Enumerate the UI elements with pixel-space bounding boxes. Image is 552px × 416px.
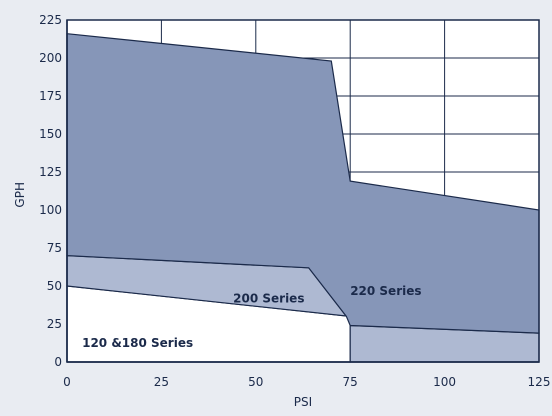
y-tick-label-4: 100 bbox=[39, 203, 62, 217]
axes bbox=[66, 19, 540, 363]
y-tick-label-6: 150 bbox=[39, 127, 62, 141]
y-tick-label-2: 50 bbox=[47, 279, 62, 293]
series-label-1: 200 Series bbox=[233, 292, 304, 306]
y-axis-label: GPH bbox=[13, 182, 27, 208]
y-tick-label-9: 225 bbox=[39, 13, 62, 27]
series-label-2: 220 Series bbox=[350, 284, 421, 298]
x-tick-label-2: 50 bbox=[248, 375, 263, 389]
y-tick-label-0: 0 bbox=[54, 355, 62, 369]
series-region-2 bbox=[66, 33, 540, 334]
x-tick-label-3: 75 bbox=[343, 375, 358, 389]
x-tick-label-1: 25 bbox=[154, 375, 169, 389]
y-tick-label-1: 25 bbox=[47, 317, 62, 331]
x-tick-label-4: 100 bbox=[433, 375, 456, 389]
y-tick-label-5: 125 bbox=[39, 165, 62, 179]
series-labels: 120 &180 Series 200 Series 220 Series bbox=[82, 284, 421, 350]
y-tick-label-3: 75 bbox=[47, 241, 62, 255]
x-tick-label-5: 125 bbox=[528, 375, 551, 389]
x-axis-label: PSI bbox=[294, 395, 312, 409]
y-tick-label-8: 200 bbox=[39, 51, 62, 65]
series-label-0: 120 &180 Series bbox=[82, 336, 193, 350]
x-tick-label-0: 0 bbox=[63, 375, 71, 389]
x-tick-labels: 0 25 50 75 100 125 bbox=[63, 375, 550, 389]
y-tick-labels: 0 25 50 75 100 125 150 175 200 225 bbox=[39, 13, 62, 369]
y-tick-label-7: 175 bbox=[39, 89, 62, 103]
series-regions bbox=[66, 33, 540, 363]
